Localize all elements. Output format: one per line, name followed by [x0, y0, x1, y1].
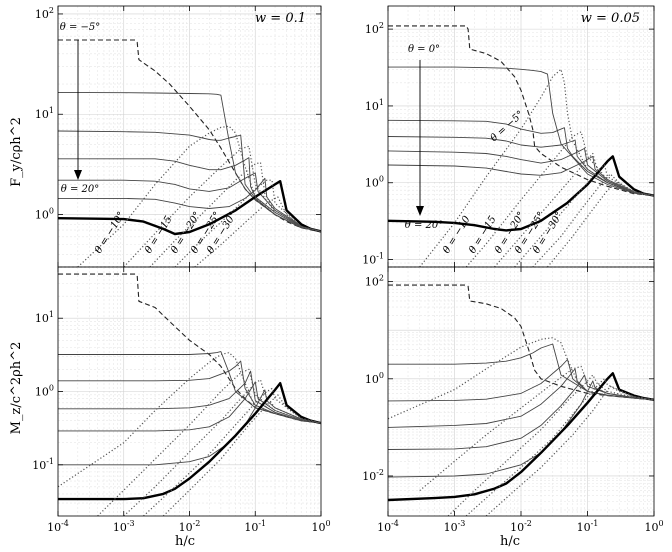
- series-line-dotted-7: [388, 337, 654, 420]
- series-line-dotted-11: [162, 394, 321, 516]
- series-line-thin-5: [388, 155, 654, 197]
- series-line-thick-6: [58, 382, 321, 501]
- x-tick-label: 10-1: [577, 519, 599, 534]
- series-line-thin-3: [58, 370, 321, 424]
- x-tick-label: 10-2: [179, 519, 201, 534]
- y-tick-label: 101: [365, 98, 384, 113]
- panel-fy-w005: 10-1 100 101 102: [362, 5, 655, 268]
- series-line-dotted-11: [485, 385, 654, 516]
- x-tick-label: 10-4: [47, 519, 69, 534]
- series-line-thin-1: [388, 66, 654, 197]
- y-tick-label: 102: [35, 6, 54, 21]
- series-line-dotted-9: [123, 379, 321, 516]
- series-group: [58, 273, 321, 516]
- y-tick-label: 100: [35, 384, 54, 399]
- panel-fy-w01: 100 101 102: [35, 5, 322, 268]
- grid: [387, 266, 654, 516]
- series-line-thin-4: [388, 147, 654, 197]
- x-tick-label: 10-3: [444, 519, 466, 534]
- series-line-thin-5: [58, 177, 321, 232]
- series-line-thick-6: [58, 179, 321, 236]
- series-line-thin-2: [58, 360, 321, 424]
- series-line-dotted-11: [532, 173, 654, 267]
- panel-mz-w005: 10-4 10-3 10-2 10-1 100 10-2 100 102: [362, 266, 664, 534]
- arrow-label-left-start: θ = −5°: [60, 22, 101, 33]
- series-line-dotted-10: [465, 378, 654, 516]
- series-line-dotted-9: [149, 161, 321, 267]
- arrow-label-right-start: θ = 0°: [408, 44, 440, 55]
- series-line-dashed-0: [58, 39, 321, 232]
- x-tick-label: 10-4: [377, 519, 399, 534]
- y-tick-label: 100: [365, 175, 384, 190]
- y-tick-label: 10-1: [362, 252, 384, 267]
- x-axis-label-left: h/c: [175, 534, 195, 549]
- theta-arrow-right: [416, 60, 424, 216]
- panel-label-w01: w = 0.1: [255, 11, 306, 26]
- series-line-thick-6: [388, 372, 654, 502]
- series-line-thin-2: [58, 130, 321, 232]
- series-line-dotted-12: [547, 182, 654, 267]
- y-tick-label: 102: [365, 21, 384, 36]
- x-axis-label-right: h/c: [500, 534, 520, 549]
- y-tick-label: 10-1: [32, 457, 54, 472]
- neg-angle-label: θ = −10°: [93, 210, 127, 256]
- y-axis-label-mz: M_z/c^2ρh^2: [9, 342, 24, 435]
- series-line-dotted-11: [194, 196, 321, 267]
- series-line-thin-4: [58, 381, 321, 432]
- grid: [57, 266, 321, 517]
- y-tick-label: 101: [35, 106, 54, 121]
- series-line-dashed-0: [58, 273, 321, 424]
- theta-arrow-left: [74, 40, 82, 180]
- series-line-dotted-9: [494, 152, 654, 267]
- series-group: [58, 39, 321, 267]
- y-tick-label: 100: [35, 207, 54, 222]
- y-axis-label-fy: F_y/cρh^2: [9, 117, 24, 187]
- arrow-label-left-end: θ = 20°: [61, 184, 99, 195]
- series-group: [388, 284, 654, 516]
- series-group: [388, 25, 654, 267]
- panel-label-w005: w = 0.05: [581, 11, 640, 26]
- arrow-label-right-end: θ = 20°: [405, 220, 443, 231]
- series-line-thin-2: [388, 119, 654, 197]
- series-line-thick-6: [388, 155, 654, 232]
- x-tick-label: 100: [311, 519, 330, 534]
- series-line-dotted-8: [97, 368, 321, 516]
- x-tick-label: 100: [644, 519, 663, 534]
- y-tick-label: 10-2: [362, 468, 384, 483]
- series-line-dotted-10: [174, 179, 321, 267]
- x-tick-label: 10-2: [510, 519, 532, 534]
- series-line-dotted-8: [123, 145, 321, 267]
- y-tick-label: 100: [365, 371, 384, 386]
- x-tick-label: 10-3: [113, 519, 135, 534]
- y-tick-label: 102: [365, 274, 384, 289]
- series-line-thin-3: [58, 157, 321, 232]
- x-tick-label: 10-1: [244, 519, 266, 534]
- panel-mz-w01: 10-4 10-3 10-2 10-1 100 10-1 100 101: [32, 266, 331, 534]
- series-line-dotted-8: [465, 131, 654, 267]
- y-tick-label: 101: [35, 310, 54, 325]
- series-line-dotted-10: [514, 164, 654, 267]
- series-line-dotted-9: [447, 374, 654, 516]
- series-line-dashed-0: [388, 25, 654, 197]
